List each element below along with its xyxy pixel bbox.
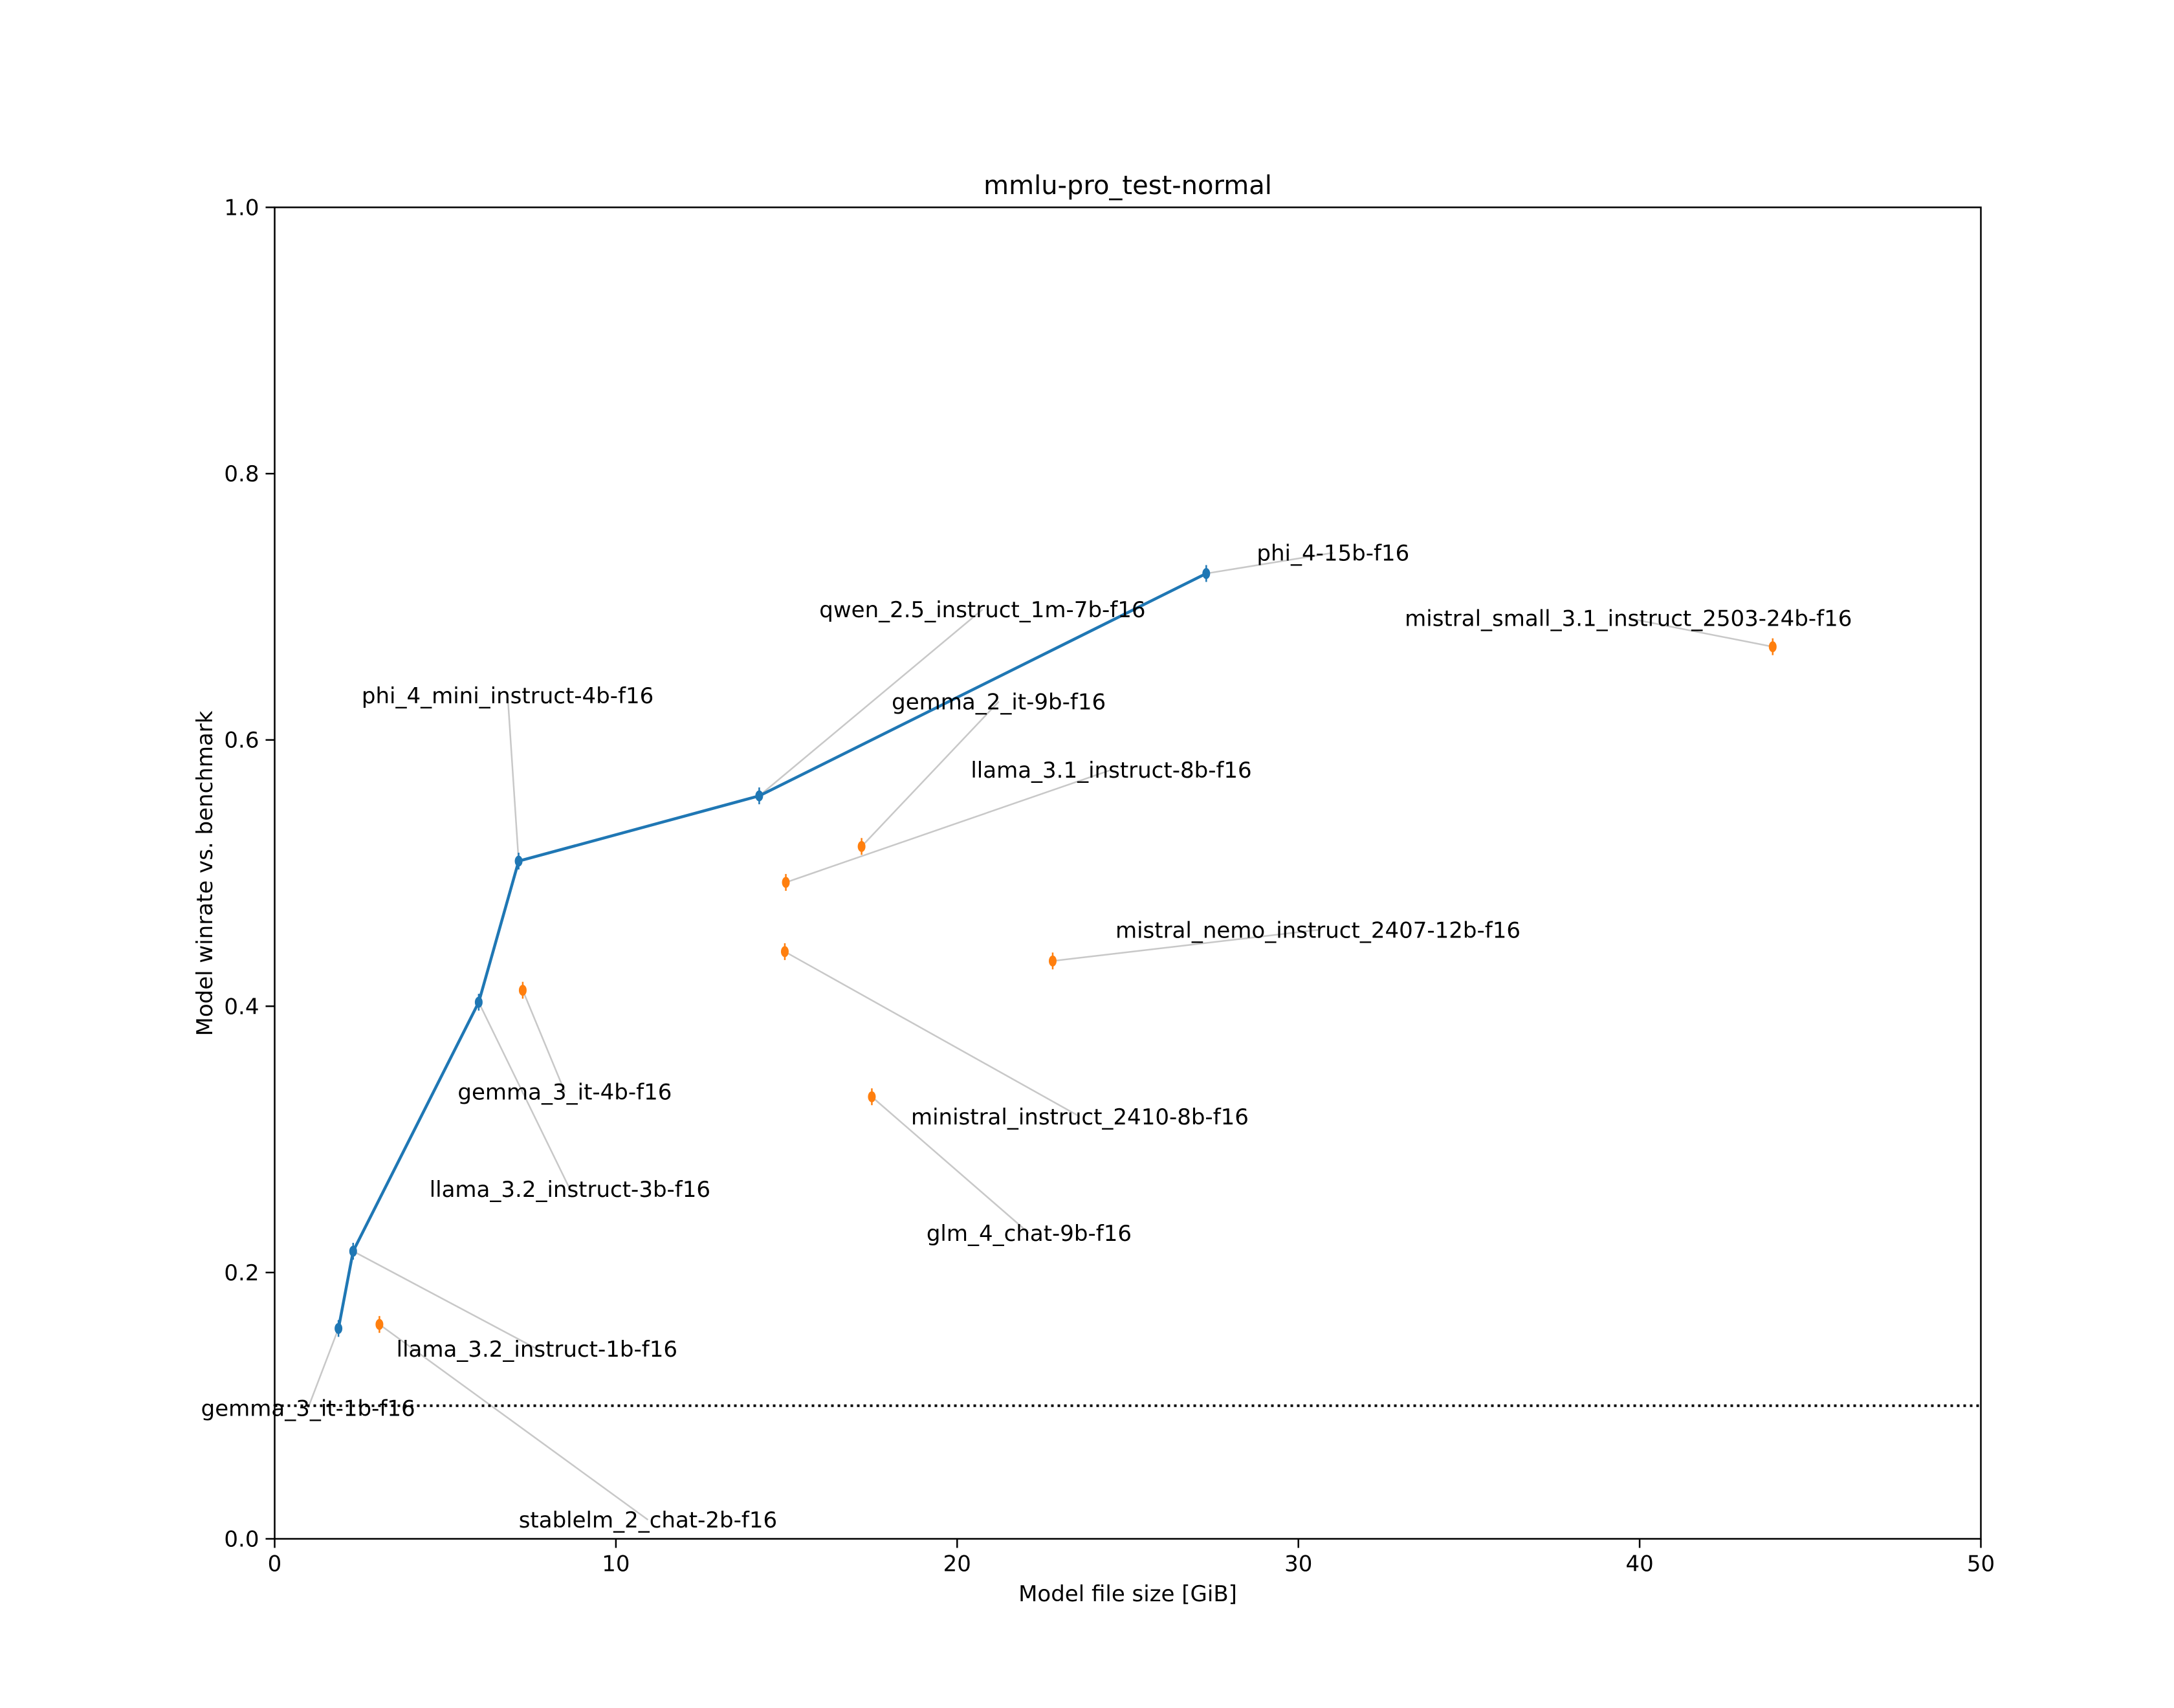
data-point: [375, 1316, 384, 1333]
y-tick-label: 0.2: [224, 1260, 259, 1286]
point-label: qwen_2.5_instruct_1m-7b-f16: [819, 597, 1145, 623]
label-leader-line: [353, 1250, 538, 1350]
y-tick-label: 1.0: [224, 195, 259, 221]
data-point: [335, 1320, 343, 1337]
point-labels: gemma_3_it-1b-f16 llama_3.2_instruct-1b-f…: [201, 540, 1852, 1533]
x-tick-label: 50: [1967, 1551, 1995, 1577]
data-point: [868, 1088, 876, 1106]
data-point: [857, 838, 866, 855]
y-axis-label: Model winrate vs. benchmark: [192, 710, 218, 1036]
label-leader-line: [379, 1324, 649, 1521]
data-point: [1048, 952, 1057, 970]
label-leader-line: [522, 990, 566, 1093]
label-leader-lines: [307, 552, 1773, 1521]
data-point: [780, 943, 789, 960]
point-label: ministral_instruct_2410-8b-f16: [911, 1104, 1249, 1130]
x-axis: 0 10 20 30 40 50: [268, 1538, 1995, 1577]
point-label: glm_4_chat-9b-f16: [927, 1221, 1132, 1247]
point-label: mistral_small_3.1_instruct_2503-24b-f16: [1405, 606, 1852, 632]
x-tick-label: 20: [943, 1551, 971, 1577]
point-label: llama_3.1_instruct-8b-f16: [971, 758, 1251, 783]
x-tick-label: 40: [1625, 1551, 1653, 1577]
label-leader-line: [871, 1096, 1030, 1234]
label-leader-line: [1628, 617, 1773, 648]
x-tick-label: 30: [1284, 1551, 1312, 1577]
point-label: gemma_2_it-9b-f16: [892, 689, 1106, 715]
label-leader-line: [758, 609, 983, 797]
x-tick-label: 0: [268, 1551, 282, 1577]
point-label: llama_3.2_instruct-3b-f16: [430, 1177, 710, 1203]
point-label: phi_4-15b-f16: [1257, 540, 1409, 566]
data-point: [1768, 638, 1777, 655]
x-axis-label: Model file size [GiB]: [1018, 1581, 1237, 1607]
point-label: phi_4_mini_instruct-4b-f16: [362, 683, 653, 709]
point-label: gemma_3_it-4b-f16: [457, 1080, 672, 1106]
data-point: [1202, 565, 1211, 582]
y-tick-label: 0.4: [224, 994, 259, 1020]
point-label: stablelm_2_chat-2b-f16: [519, 1507, 777, 1533]
label-leader-line: [1052, 929, 1319, 962]
frontier-line: [336, 572, 1207, 1329]
data-points: [335, 565, 1777, 1337]
point-label: mistral_nemo_instruct_2407-12b-f16: [1115, 917, 1521, 943]
x-tick-label: 10: [602, 1551, 630, 1577]
data-point: [518, 981, 527, 999]
chart-title: mmlu-pro_test-normal: [983, 171, 1272, 201]
point-label: gemma_3_it-1b-f16: [201, 1396, 415, 1421]
y-tick-label: 0.6: [224, 728, 259, 754]
label-leader-line: [861, 701, 1000, 848]
y-tick-label: 0.0: [224, 1527, 259, 1553]
plot-area-frame: [274, 206, 1982, 1540]
frontier-line-group: [336, 572, 1207, 1329]
data-point: [474, 994, 483, 1011]
y-tick-label: 0.8: [224, 461, 259, 487]
label-leader-line: [478, 1002, 571, 1190]
label-leader-line: [507, 695, 520, 862]
data-point: [349, 1242, 357, 1260]
point-label: llama_3.2_instruct-1b-f16: [397, 1337, 677, 1363]
data-point: [782, 873, 790, 891]
label-leader-line: [785, 769, 1112, 884]
label-leader-line: [307, 1328, 340, 1408]
y-axis: 0.0 0.2 0.4 0.6 0.8 1.0: [224, 195, 275, 1553]
data-point: [755, 787, 763, 805]
label-leader-line: [1206, 552, 1334, 575]
data-point: [514, 852, 523, 870]
label-leader-line: [784, 950, 1081, 1118]
